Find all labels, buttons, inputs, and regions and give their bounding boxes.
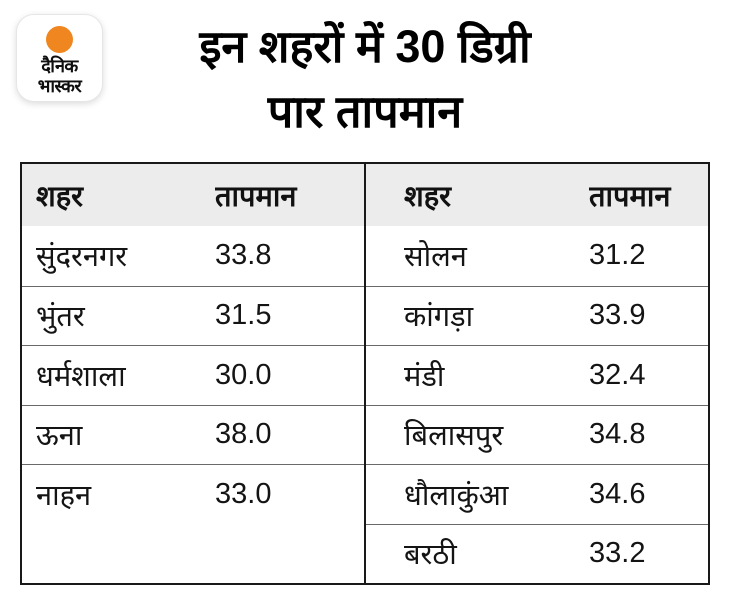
temp-cell: 31.5: [215, 299, 272, 332]
temp-cell: 32.4: [589, 358, 646, 391]
table-row: धर्मशाला 30.0: [22, 345, 364, 405]
title-line2: पार तापमान: [267, 86, 463, 137]
temp-cell: 34.8: [589, 418, 646, 451]
city-cell: ऊना: [36, 420, 83, 453]
city-cell: भुंतर: [36, 301, 85, 334]
table-row: सुंदरनगर 33.8: [22, 226, 364, 286]
col-header-temp: तापमान: [589, 180, 671, 213]
page-title: इन शहरों में 30 डिग्री पार तापमान: [0, 14, 730, 144]
city-cell: सोलन: [404, 241, 467, 274]
temp-cell: 30.0: [215, 358, 272, 391]
temperature-table: शहर तापमान सुंदरनगर 33.8 भुंतर 31.5 धर्मशाला…: [20, 162, 710, 585]
table-row: धौलाकुंआ 34.6: [366, 464, 708, 524]
table-row: नाहन 33.0: [22, 464, 364, 524]
dainik-bhaskar-logo: दैनिक भास्कर: [16, 14, 103, 102]
table-right-rows: सोलन 31.2 कांगड़ा 33.9 मंडी 32.4 बिलासपुर 34.8 ध…: [366, 226, 708, 583]
table-row: मंडी 32.4: [366, 345, 708, 405]
temp-cell: 33.2: [589, 537, 646, 570]
city-cell: बिलासपुर: [404, 420, 504, 453]
sun-dot-icon: [46, 26, 73, 53]
city-cell: सुंदरनगर: [36, 241, 128, 274]
temp-cell: 31.2: [589, 239, 646, 272]
logo-text-line1: दैनिक: [41, 56, 78, 76]
table-right-header: शहर तापमान: [366, 164, 708, 226]
temp-cell: 34.6: [589, 477, 646, 510]
table-row: कांगड़ा 33.9: [366, 285, 708, 346]
city-cell: बरठी: [404, 539, 457, 572]
table-left: शहर तापमान सुंदरनगर 33.8 भुंतर 31.5 धर्मशाला…: [22, 164, 366, 583]
title-line1: इन शहरों में 30 डिग्री: [199, 21, 531, 72]
temp-cell: 38.0: [215, 418, 272, 451]
table-row: बरठी 33.2: [366, 523, 708, 584]
table-row: ऊना 38.0: [22, 404, 364, 465]
col-header-city: शहर: [404, 180, 451, 213]
city-cell: कांगड़ा: [404, 301, 474, 334]
table-row: बिलासपुर 34.8: [366, 404, 708, 465]
table-row: भुंतर 31.5: [22, 285, 364, 346]
table-left-rows: सुंदरनगर 33.8 भुंतर 31.5 धर्मशाला 30.0 ऊना 38.0…: [22, 226, 364, 524]
temp-cell: 33.0: [215, 477, 272, 510]
table-left-header: शहर तापमान: [22, 164, 364, 226]
city-cell: धौलाकुंआ: [404, 479, 509, 512]
temp-cell: 33.9: [589, 299, 646, 332]
table-right: शहर तापमान सोलन 31.2 कांगड़ा 33.9 मंडी 32.4 बि…: [366, 164, 708, 583]
city-cell: मंडी: [404, 360, 445, 393]
temp-cell: 33.8: [215, 239, 272, 272]
city-cell: नाहन: [36, 479, 92, 512]
logo-text-line2: भास्कर: [37, 76, 82, 96]
col-header-temp: तापमान: [215, 180, 297, 213]
city-cell: धर्मशाला: [36, 360, 126, 393]
table-row: सोलन 31.2: [366, 226, 708, 286]
col-header-city: शहर: [36, 180, 83, 213]
